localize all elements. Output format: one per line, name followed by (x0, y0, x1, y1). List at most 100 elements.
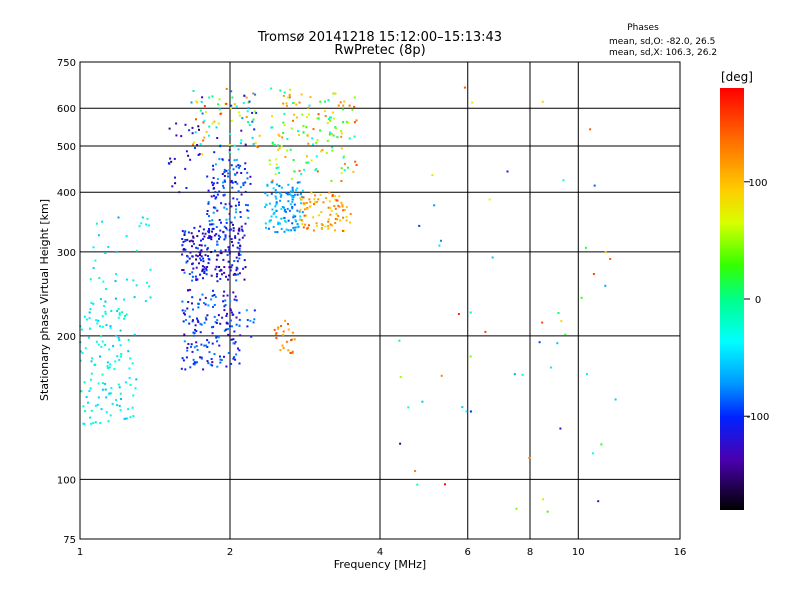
echo-point (197, 125, 200, 128)
echo-point (198, 244, 201, 247)
echo-point (293, 170, 296, 173)
echo-point (272, 213, 275, 216)
echo-point (227, 274, 230, 277)
echo-point (198, 128, 200, 131)
echo-point (286, 138, 289, 140)
echo-point (186, 260, 189, 263)
echo-point (102, 280, 105, 283)
echo-point (238, 362, 241, 365)
echo-point (337, 104, 340, 107)
echo-point (211, 181, 213, 184)
echo-point (89, 308, 92, 311)
echo-point (232, 197, 235, 200)
echo-point (222, 194, 225, 197)
echo-point (94, 421, 97, 424)
echo-point (233, 216, 236, 219)
echo-point (319, 100, 322, 103)
echo-point (206, 210, 209, 212)
echo-point (286, 192, 289, 195)
echo-point (191, 275, 194, 278)
echo-point (211, 95, 214, 98)
echo-point (195, 361, 198, 364)
echo-point (521, 373, 524, 376)
echo-point (183, 333, 186, 336)
echo-point (296, 181, 299, 184)
echo-point (210, 236, 213, 238)
echo-point (347, 121, 350, 124)
echo-point (228, 252, 231, 255)
echo-point (414, 470, 417, 472)
echo-point (288, 193, 291, 196)
echo-point (317, 214, 320, 217)
echo-point (237, 164, 240, 167)
echo-point (340, 130, 343, 133)
echo-point (285, 191, 288, 194)
echo-point (99, 355, 101, 358)
echo-point (223, 290, 226, 293)
echo-point (114, 280, 117, 283)
echo-point (203, 235, 206, 238)
echo-point (118, 313, 121, 316)
echo-point (204, 316, 207, 319)
echo-point (340, 147, 343, 150)
echo-point (242, 267, 245, 270)
echo-point (213, 353, 216, 355)
echo-point (192, 236, 195, 239)
echo-point (306, 155, 308, 158)
echo-point (219, 361, 222, 364)
echo-point (222, 294, 225, 297)
echo-point (195, 341, 198, 344)
echo-point (336, 136, 339, 139)
echo-point (238, 318, 241, 321)
echo-point (238, 111, 241, 114)
echo-point (218, 108, 221, 111)
echo-point (218, 158, 221, 161)
echo-point (285, 228, 288, 231)
echo-point (216, 340, 219, 343)
echo-point (305, 214, 308, 217)
echo-point (234, 235, 237, 238)
echo-point (334, 222, 337, 224)
echo-point (249, 175, 252, 178)
echo-point (289, 203, 292, 206)
echo-point (224, 234, 227, 237)
echo-point (301, 223, 304, 225)
echo-point (269, 163, 272, 166)
echo-point (127, 338, 130, 341)
echo-point (89, 387, 92, 390)
echo-point (233, 173, 236, 176)
echo-point (217, 103, 220, 106)
echo-point (331, 146, 334, 149)
echo-point (223, 271, 226, 274)
echo-point (564, 333, 567, 336)
echo-point (230, 338, 233, 341)
echo-point (315, 141, 318, 144)
echo-point (299, 215, 302, 218)
echo-point (132, 415, 135, 418)
echo-point (315, 155, 318, 158)
echo-point (218, 237, 220, 240)
echo-point (324, 225, 327, 228)
echo-point (181, 357, 184, 360)
echo-point (92, 246, 95, 249)
echo-point (207, 255, 209, 257)
echo-point (132, 279, 135, 282)
echo-point (237, 229, 240, 232)
echo-point (225, 102, 228, 105)
echo-point (203, 119, 206, 122)
echo-point (104, 312, 107, 315)
echo-point (302, 131, 305, 134)
phase-stats-heading: Phases (627, 23, 659, 33)
echo-point (91, 357, 94, 360)
echo-point (288, 209, 291, 212)
echo-point (288, 96, 291, 99)
echo-point (256, 146, 259, 149)
echo-point (316, 224, 319, 227)
echo-point (239, 245, 242, 248)
echo-point (301, 195, 303, 198)
echo-point (238, 204, 240, 206)
echo-point (234, 358, 237, 361)
echo-point (225, 87, 228, 90)
echo-point (298, 210, 301, 213)
echo-point (307, 113, 310, 116)
